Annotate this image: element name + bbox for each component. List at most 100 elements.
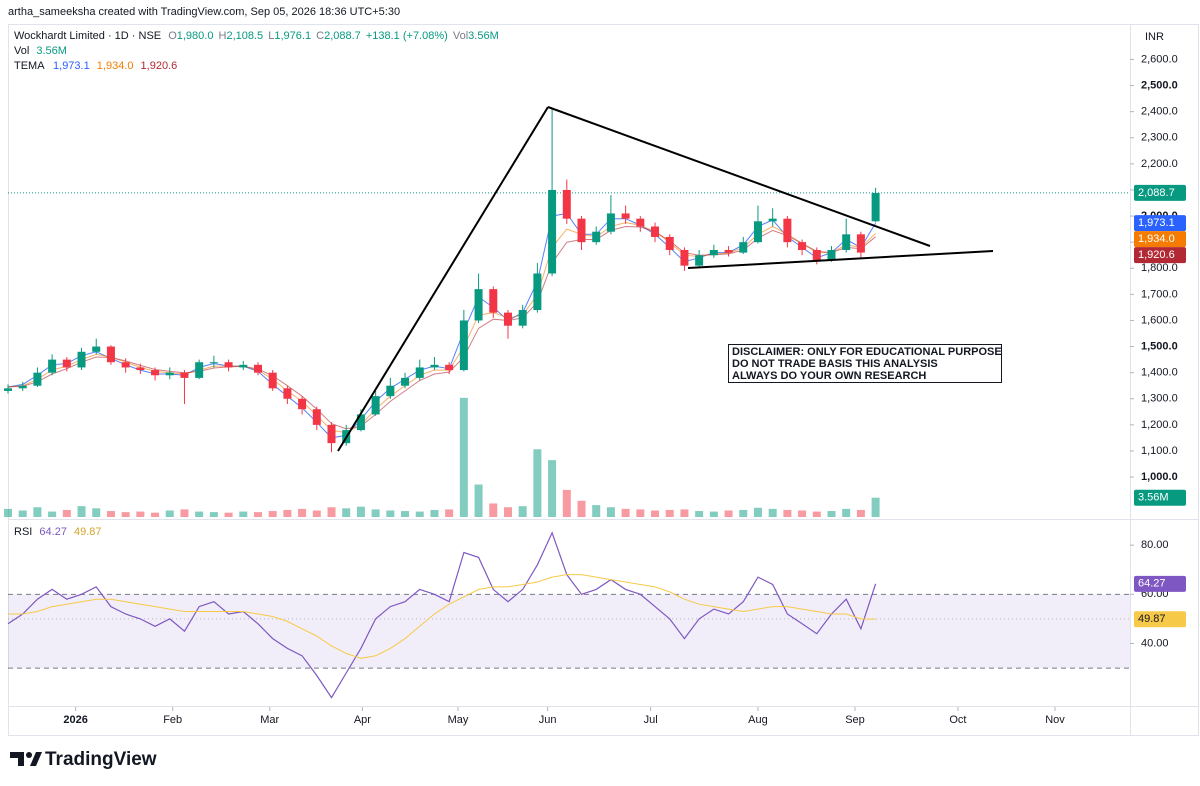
candle-body	[548, 189, 557, 274]
trend-line	[337, 106, 549, 452]
volume-bar	[33, 507, 42, 517]
brand-name: TradingView	[45, 749, 157, 770]
brand-icon	[30, 752, 42, 766]
volume-bar	[253, 512, 262, 517]
ohlc-key: L	[268, 30, 274, 42]
candle-body	[430, 364, 439, 368]
volume-bar	[503, 507, 512, 517]
candle-body	[33, 372, 42, 386]
legend-volume: Vol 3.56M	[14, 45, 67, 57]
volume-bar	[783, 509, 792, 517]
volume-bar	[856, 509, 865, 517]
price-badge	[1134, 184, 1186, 201]
volume-bar	[739, 509, 748, 517]
candle-body	[518, 310, 527, 326]
rsi-value: 64.27	[39, 526, 67, 538]
volume-bar	[386, 510, 395, 517]
tema-badge-label: 1,973.1	[1138, 217, 1175, 229]
volume-bar	[312, 510, 321, 517]
volume-bar	[121, 512, 130, 517]
trend-line	[547, 106, 931, 247]
trend-lines	[337, 106, 994, 452]
volume-bar	[4, 508, 12, 517]
volume-bar	[268, 511, 277, 517]
disclaimer: DISCLAIMER: ONLY FOR EDUCATIONAL PURPOSE…	[728, 344, 1002, 383]
volume-bar	[327, 507, 336, 517]
candle-body	[474, 289, 483, 321]
tema-badge	[1134, 231, 1186, 248]
rsi-badge-label: 64.27	[1138, 578, 1166, 590]
x-tick-label: Jun	[539, 714, 557, 726]
symbol: Wockhardt Limited · 1D · NSE	[14, 30, 161, 42]
candle-body	[18, 385, 27, 389]
candle-body	[503, 312, 512, 326]
candle-body	[562, 189, 571, 219]
volume-badge-label: 3.56M	[1138, 492, 1169, 504]
candle-body	[621, 213, 630, 219]
y-tick-label: 1,800.0	[1141, 262, 1178, 274]
candle-body	[871, 192, 880, 222]
candle-body	[136, 367, 145, 371]
volume-bar	[548, 460, 557, 517]
candle-body	[724, 249, 733, 253]
x-tick-label: Sep	[845, 714, 865, 726]
candle-layer	[4, 107, 880, 453]
currency: INR	[1145, 31, 1164, 43]
volume-bar	[151, 512, 160, 517]
y-tick-label: 1,500.0	[1141, 340, 1178, 352]
candle-body	[165, 372, 174, 376]
vol-key: Vol	[453, 30, 468, 42]
ohlc-key: H	[219, 30, 227, 42]
candle-body	[768, 218, 777, 222]
legend-tema: TEMA 1,973.1 1,934.0 1,920.6	[14, 60, 177, 72]
vol-value: 3.56M	[468, 30, 499, 42]
rsi-ma-line	[8, 574, 876, 659]
volume-bar	[371, 509, 380, 517]
y-tick-label: 1,100.0	[1141, 445, 1178, 457]
candle-body	[783, 218, 792, 243]
volume-bar	[680, 509, 689, 517]
volume-bar	[533, 449, 542, 517]
candle-body	[283, 388, 292, 399]
y-tick-label: 2,500.0	[1141, 79, 1178, 91]
volume-bar	[165, 510, 174, 517]
volume-bar	[562, 489, 571, 517]
candle-body	[695, 255, 704, 266]
volume-badge	[1134, 489, 1186, 506]
candle-body	[798, 242, 807, 250]
x-tick-label: Apr	[354, 714, 371, 726]
candle-body	[842, 234, 851, 250]
y-tick-label: 1,700.0	[1141, 288, 1178, 300]
ohlc-key: C	[316, 30, 324, 42]
candle-body	[312, 409, 321, 425]
disclaimer-line: DISCLAIMER: ONLY FOR EDUCATIONAL PURPOSE	[732, 346, 1002, 358]
axis-layer: 1,000.0 1,100.0 1,200.0 1,300.0 1,400.0 1,500…	[63, 53, 1186, 726]
tema-value: 1,934.0	[97, 60, 134, 72]
y-tick-label: 2,200.0	[1141, 158, 1178, 170]
candle-body	[48, 359, 57, 373]
candle-body	[4, 388, 12, 391]
candle-body	[739, 242, 748, 253]
y-tick-label: 2,300.0	[1141, 132, 1178, 144]
ohlc-value: 2,108.5	[226, 30, 263, 42]
candle-body	[121, 362, 130, 368]
rsi-tick-label: 80.00	[1141, 539, 1169, 551]
volume-bar	[798, 510, 807, 517]
y-tick-label: 2,600.0	[1141, 53, 1178, 65]
candle-body	[356, 414, 365, 431]
ohlc-value: 1,980.0	[177, 30, 214, 42]
candle-body	[665, 236, 674, 250]
volume-bar	[136, 511, 145, 517]
volume-bar	[48, 511, 57, 517]
rsi-badge-label: 49.87	[1138, 613, 1166, 625]
disclaimer-box	[728, 344, 1002, 383]
ohlc-key: O	[168, 30, 177, 42]
candle-body	[298, 398, 307, 410]
candle-body	[680, 249, 689, 266]
tema-value: 1,973.1	[53, 60, 90, 72]
ohlc-value: 1,976.1	[274, 30, 311, 42]
rsi-badge	[1134, 611, 1186, 628]
candle-body	[371, 396, 380, 415]
vol-value: 3.56M	[36, 45, 67, 57]
